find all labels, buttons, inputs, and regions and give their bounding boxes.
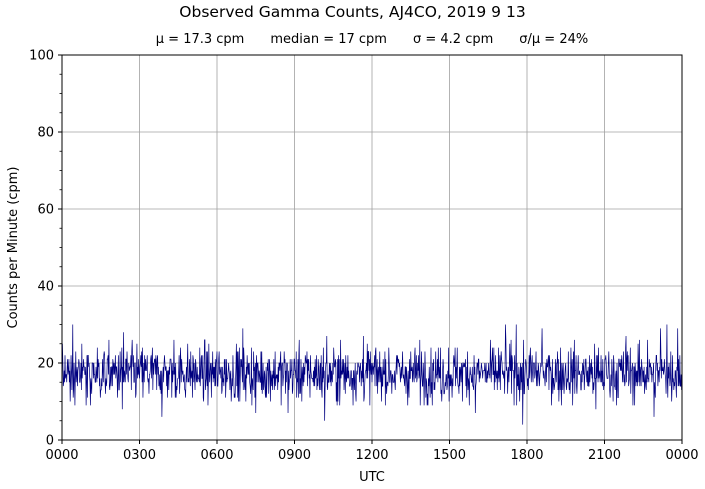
stat-sigma: σ = 4.2 cpm <box>412 32 494 47</box>
x-axis-label: UTC <box>359 470 385 485</box>
stat-median: median = 17 cpm <box>270 32 387 47</box>
y-axis-label: Counts per Minute (cpm) <box>6 167 21 329</box>
axes: 0 20 40 60 80 100 0000 0300 0600 0900 1200 1500 1800… <box>29 49 698 464</box>
y-tick-label: 100 <box>29 49 54 64</box>
x-tick-label: 1200 <box>355 448 388 463</box>
series-layer <box>61 324 683 425</box>
y-tick-label: 40 <box>37 280 54 295</box>
x-tick-label: 1500 <box>433 448 466 463</box>
x-tick-label: 0300 <box>123 448 156 463</box>
x-tick-label: 0600 <box>200 448 233 463</box>
y-tick-label: 80 <box>37 126 54 141</box>
series-line <box>61 324 683 425</box>
stat-mean: μ = 17.3 cpm <box>155 32 245 47</box>
stats-line: μ = 17.3 cpm median = 17 cpm σ = 4.2 cpm… <box>62 32 682 47</box>
x-tick-label: 1800 <box>510 448 543 463</box>
stat-ratio: σ/μ = 24% <box>519 32 589 47</box>
x-tick-label: 0000 <box>665 448 698 463</box>
x-tick-label: 0000 <box>45 448 78 463</box>
y-tick-label: 20 <box>37 357 54 372</box>
x-tick-label: 0900 <box>278 448 311 463</box>
y-tick-label: 0 <box>46 434 54 449</box>
chart-title: Observed Gamma Counts, AJ4CO, 2019 9 13 <box>179 3 526 21</box>
y-tick-label: 60 <box>37 203 54 218</box>
x-tick-label: 2100 <box>588 448 621 463</box>
